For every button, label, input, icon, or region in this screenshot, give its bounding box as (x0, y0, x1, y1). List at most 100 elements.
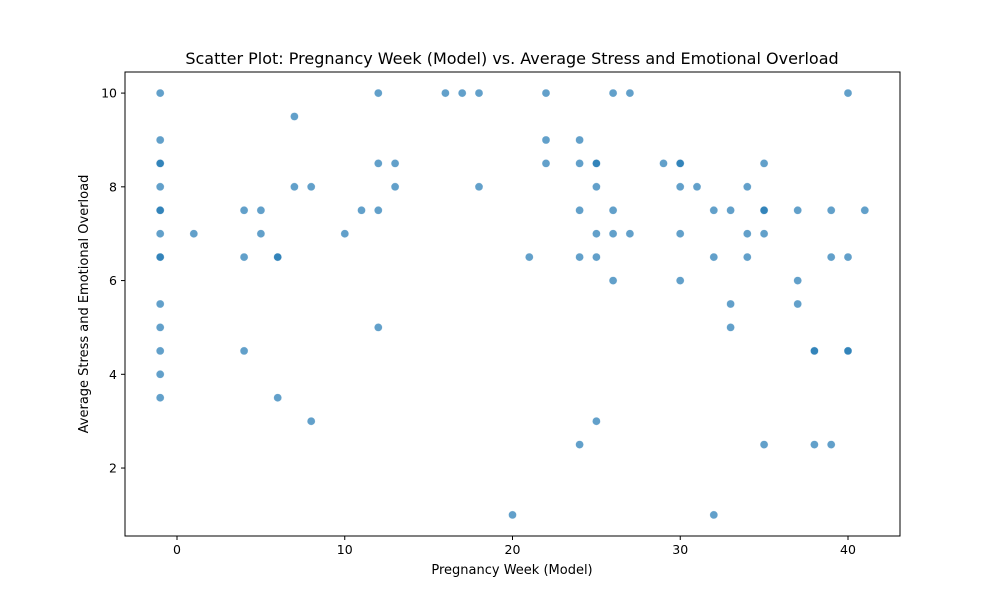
data-point-52 (592, 182, 601, 192)
data-point-67 (675, 276, 685, 285)
data-point-91 (826, 440, 836, 449)
data-point-16 (239, 206, 249, 215)
data-point-85 (793, 299, 802, 309)
data-point-31 (374, 159, 383, 168)
y-axis-title: Average Stress and Emotional Overload (77, 175, 92, 434)
data-point-59 (608, 276, 618, 285)
data-point-62 (659, 159, 668, 168)
data-point-80 (759, 206, 769, 215)
plot-frame (124, 71, 901, 537)
data-point-17 (239, 252, 249, 262)
data-point-11 (155, 323, 165, 332)
data-point-32 (374, 206, 383, 215)
data-point-88 (810, 440, 819, 449)
data-point-43 (541, 135, 551, 145)
x-axis-title: Pregnancy Week (Model) (431, 563, 592, 578)
y-tick-label: 4 (109, 367, 117, 382)
data-point-36 (441, 88, 450, 98)
data-point-15 (189, 229, 199, 238)
x-tick-label: 0 (173, 542, 181, 557)
data-point-68 (692, 182, 702, 192)
data-point-76 (743, 229, 752, 238)
data-point-72 (726, 206, 735, 215)
data-point-73 (726, 299, 735, 309)
data-point-3 (155, 159, 165, 168)
points-layer (155, 88, 870, 520)
data-point-25 (290, 182, 299, 192)
data-point-57 (608, 206, 618, 215)
data-point-20 (256, 229, 266, 238)
data-point-28 (340, 229, 350, 238)
y-axis: 2 4 6 8 10 (101, 86, 125, 476)
data-point-49 (575, 440, 584, 449)
x-tick-label: 20 (505, 542, 521, 557)
data-point-26 (306, 182, 316, 192)
data-point-46 (575, 159, 584, 168)
data-point-83 (793, 206, 802, 215)
data-point-30 (374, 88, 383, 98)
data-point-14 (155, 393, 165, 402)
data-point-81 (759, 229, 769, 238)
data-point-4 (155, 182, 165, 192)
data-point-19 (256, 206, 266, 215)
data-point-74 (726, 323, 735, 332)
data-point-24 (290, 112, 299, 121)
data-point-6 (155, 206, 165, 215)
data-point-58 (608, 229, 618, 238)
data-point-34 (390, 159, 400, 168)
data-point-27 (306, 416, 316, 426)
x-tick-label: 10 (337, 542, 353, 557)
data-point-93 (843, 252, 853, 262)
data-point-1 (155, 135, 165, 145)
data-point-47 (575, 206, 584, 215)
data-point-51 (592, 159, 601, 168)
data-point-0 (155, 88, 165, 98)
data-point-42 (541, 88, 551, 98)
data-point-12 (155, 346, 165, 356)
data-point-44 (541, 159, 551, 168)
data-point-95 (843, 346, 853, 356)
data-point-23 (273, 393, 282, 402)
data-point-55 (592, 416, 601, 426)
y-tick-label: 2 (109, 461, 117, 476)
data-point-10 (155, 299, 165, 309)
data-point-39 (474, 182, 484, 192)
x-axis: 0 10 20 30 40 (173, 536, 856, 557)
data-point-77 (743, 252, 752, 262)
data-point-65 (675, 182, 685, 192)
data-point-96 (860, 206, 870, 215)
data-point-70 (709, 252, 719, 262)
data-point-90 (826, 252, 836, 262)
data-point-60 (625, 88, 635, 98)
data-point-75 (743, 182, 752, 192)
data-point-22 (273, 252, 282, 262)
data-point-18 (239, 346, 249, 356)
data-point-9 (155, 252, 165, 262)
x-tick-label: 30 (672, 542, 688, 557)
data-point-89 (826, 206, 836, 215)
data-point-66 (675, 229, 685, 238)
data-point-71 (709, 510, 719, 520)
data-point-84 (793, 276, 802, 285)
data-point-35 (390, 182, 400, 192)
data-point-87 (810, 346, 819, 356)
data-point-61 (625, 229, 635, 238)
chart-title: Scatter Plot: Pregnancy Week (Model) vs.… (185, 49, 838, 68)
data-point-92 (843, 88, 853, 98)
data-point-29 (357, 206, 366, 215)
data-point-48 (575, 252, 584, 262)
data-point-38 (474, 88, 484, 98)
data-point-33 (374, 323, 383, 332)
data-point-41 (525, 252, 534, 262)
data-point-45 (575, 135, 584, 145)
data-point-13 (155, 370, 165, 379)
y-tick-label: 10 (101, 86, 117, 101)
data-point-69 (709, 206, 719, 215)
y-tick-label: 8 (109, 179, 117, 194)
data-point-37 (457, 88, 467, 98)
data-point-56 (608, 88, 618, 98)
data-point-82 (759, 440, 769, 449)
data-point-54 (592, 252, 601, 262)
x-tick-label: 40 (840, 542, 856, 557)
